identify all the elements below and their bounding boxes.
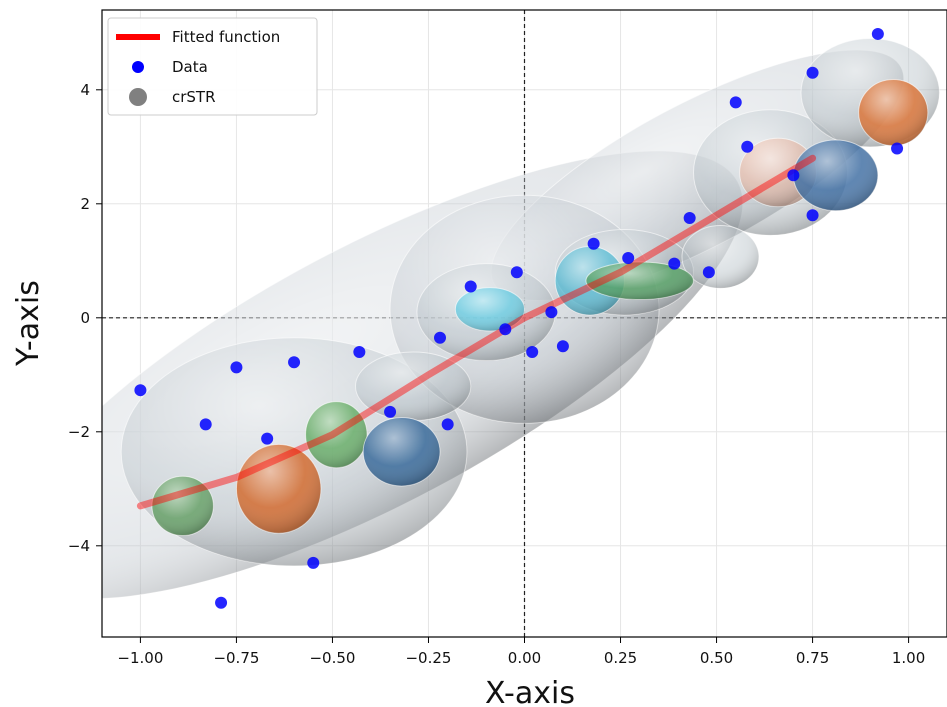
- data-point: [384, 405, 397, 418]
- data-point: [729, 96, 742, 109]
- y-axis-title: Y-axis: [11, 280, 46, 367]
- data-point: [499, 323, 512, 336]
- crstr-region-shading: [305, 401, 368, 468]
- legend-label-fitted-function: Fitted function: [172, 28, 280, 46]
- data-point: [806, 66, 819, 79]
- crstr-region-shading: [151, 476, 214, 536]
- y-tick-label: 4: [80, 81, 90, 99]
- crstr-region-shading: [858, 79, 928, 146]
- crstr-region-shading: [363, 417, 440, 486]
- y-tick-label: −2: [68, 423, 90, 441]
- legend-crstr-swatch: [129, 88, 147, 106]
- crstr-region-shading: [455, 287, 525, 331]
- data-point: [871, 27, 884, 40]
- data-point: [288, 356, 301, 369]
- legend-label-crstr: crSTR: [172, 88, 216, 106]
- crstr-region-shading: [681, 225, 759, 289]
- y-tick-label: 2: [80, 195, 90, 213]
- data-point: [787, 169, 800, 182]
- x-tick-label: 0.25: [604, 649, 637, 667]
- crstr-regions: [102, 38, 940, 600]
- data-point: [441, 418, 454, 431]
- data-point: [215, 596, 228, 609]
- x-tick-label: −0.50: [309, 649, 355, 667]
- crstr-region-shading: [793, 139, 878, 211]
- x-tick-label: 0.50: [700, 649, 733, 667]
- data-point: [587, 237, 600, 250]
- x-tick-label: −0.25: [405, 649, 451, 667]
- data-points: [134, 27, 904, 609]
- data-point: [668, 257, 681, 270]
- x-tick-label: −1.00: [117, 649, 163, 667]
- crstr-region-shading: [355, 352, 471, 421]
- crstr-region-shading: [236, 444, 321, 534]
- y-tick-label: −4: [68, 537, 90, 555]
- legend: Fitted function Data crSTR: [107, 17, 318, 116]
- data-point: [556, 340, 569, 353]
- data-point: [307, 556, 320, 569]
- data-point: [526, 346, 539, 358]
- data-point: [230, 361, 243, 374]
- data-point: [622, 251, 635, 264]
- fitted-function-line: [136, 154, 817, 510]
- data-point: [199, 418, 212, 431]
- data-point: [134, 384, 147, 397]
- y-axis-ticks: −4 −2 0 2 4: [68, 81, 102, 555]
- fitted-function-curve: [136, 154, 817, 510]
- x-tick-label: 0.75: [796, 649, 829, 667]
- data-point: [510, 266, 523, 279]
- legend-box: [107, 17, 318, 116]
- x-axis-title: X-axis: [485, 676, 575, 707]
- data-point: [683, 212, 696, 225]
- data-point: [741, 140, 754, 153]
- legend-data-swatch: [132, 61, 144, 73]
- x-tick-label: −0.75: [213, 649, 259, 667]
- data-point: [261, 432, 274, 445]
- x-tick-label: 1.00: [892, 649, 925, 667]
- legend-label-data: Data: [172, 58, 208, 76]
- data-point: [545, 306, 558, 319]
- data-point: [806, 209, 819, 222]
- data-point: [891, 142, 904, 155]
- data-point: [702, 266, 715, 279]
- data-point: [434, 331, 446, 344]
- x-axis-ticks: −1.00 −0.75 −0.50 −0.25 0.00 0.25 0.50 0.75 1.00: [117, 637, 925, 667]
- y-tick-label: 0: [80, 309, 90, 327]
- crstr-region-shading: [585, 261, 694, 300]
- data-point: [353, 346, 366, 358]
- x-tick-label: 0.00: [508, 649, 541, 667]
- data-point: [464, 280, 477, 293]
